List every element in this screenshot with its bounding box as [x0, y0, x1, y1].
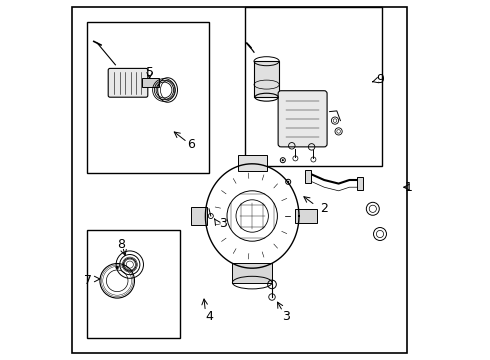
Text: 3: 3	[282, 310, 291, 323]
Bar	[238, 155, 267, 171]
Bar	[254, 61, 279, 97]
Circle shape	[116, 266, 119, 269]
Text: 4: 4	[205, 310, 213, 323]
Text: 2: 2	[320, 202, 328, 215]
Text: 1: 1	[405, 181, 413, 194]
Text: 6: 6	[187, 138, 195, 150]
Bar	[357, 177, 363, 190]
Bar	[305, 170, 311, 183]
Text: 8: 8	[117, 238, 125, 251]
Bar	[143, 78, 159, 87]
Bar	[245, 7, 382, 166]
Text: 9: 9	[376, 73, 384, 86]
Bar	[295, 209, 317, 223]
Bar	[87, 22, 209, 173]
Bar	[191, 207, 207, 225]
Bar	[87, 230, 180, 338]
Text: 5: 5	[146, 66, 153, 78]
Text: 7: 7	[84, 274, 93, 287]
Circle shape	[282, 159, 284, 161]
Circle shape	[287, 181, 289, 183]
FancyBboxPatch shape	[278, 91, 327, 147]
FancyBboxPatch shape	[108, 68, 148, 97]
Bar	[232, 263, 272, 283]
Text: 3: 3	[220, 217, 227, 230]
